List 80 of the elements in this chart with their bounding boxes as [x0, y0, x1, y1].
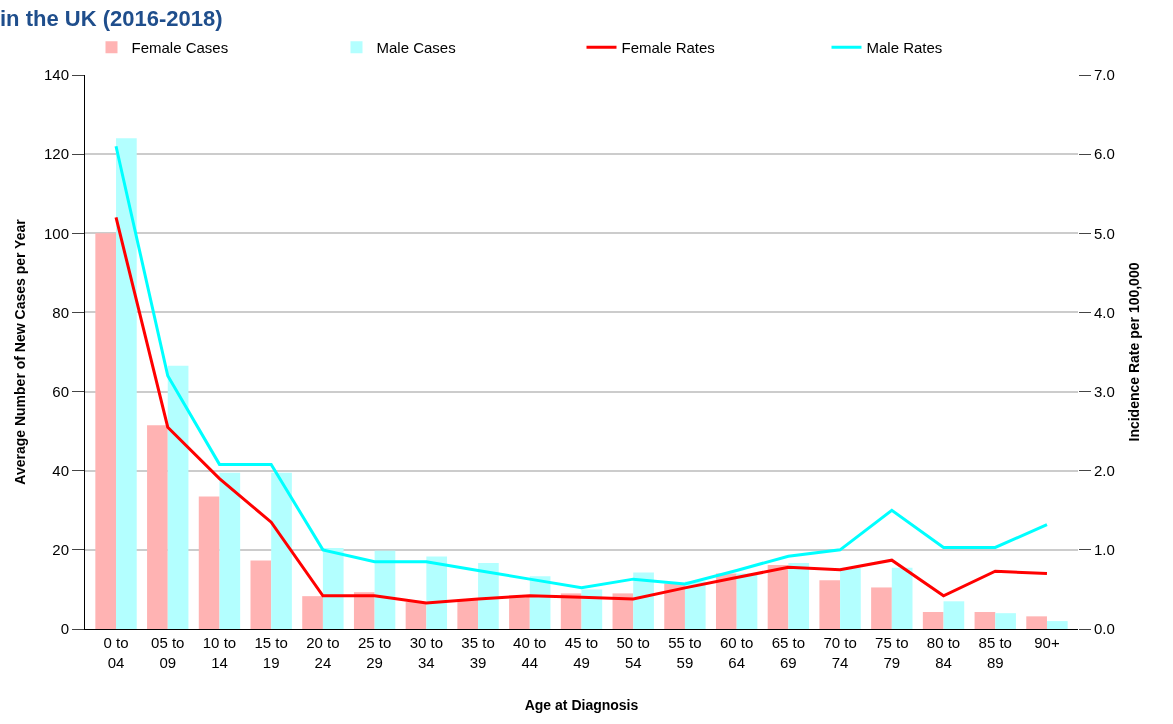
x-tick-label: 15 to 19 [254, 634, 288, 671]
chart-title: in the UK (2016-2018) [0, 6, 223, 32]
bar [1046, 621, 1068, 629]
bar [922, 611, 944, 629]
bar [612, 593, 634, 629]
x-tick-label: 50 to 54 [616, 634, 650, 671]
bar [736, 573, 758, 629]
x-tick-label: 10 to 14 [202, 634, 237, 671]
bar [322, 547, 344, 629]
x-tick-label: 25 to 29 [357, 634, 392, 671]
x-tick-label: 75 to 79 [875, 634, 909, 671]
y-tick-label: 80 [52, 303, 69, 321]
x-tick-label: 55 to 59 [668, 634, 702, 671]
y-axis-title: Average Number of New Cases per Year [11, 218, 28, 485]
x-tick-label: 65 to 69 [771, 634, 806, 671]
bar [767, 564, 789, 629]
bar [1026, 616, 1047, 629]
bar [560, 593, 582, 629]
bar [219, 472, 241, 629]
bar [457, 599, 479, 629]
x-tick-label: 60 to 64 [719, 634, 754, 671]
bar [147, 425, 168, 629]
bar [302, 596, 323, 629]
y-tick-label: 40 [52, 461, 69, 479]
bar [405, 602, 427, 629]
bar [509, 596, 530, 629]
legend-label: Female Rates [621, 39, 715, 57]
y-tick-label: 0 [60, 620, 69, 638]
bar [95, 233, 117, 629]
x-axis-title: Age at Diagnosis [524, 696, 639, 713]
bar [664, 583, 685, 629]
x-tick-label: 40 to 44 [513, 634, 547, 671]
bar [353, 592, 375, 629]
x-tick-label: 45 to 49 [564, 634, 599, 671]
bar [250, 560, 272, 629]
bar [478, 562, 499, 629]
y-tick-label: 120 [43, 145, 69, 163]
bar [198, 496, 220, 629]
legend-label: Male Rates [866, 39, 943, 57]
x-tick-label: 0 to 04 [103, 634, 129, 671]
y2-tick-label: 6.0 [1094, 145, 1115, 163]
y2-tick-label: 1.0 [1094, 541, 1115, 559]
bar [116, 138, 137, 629]
y-tick-label: 60 [52, 382, 69, 400]
bar [891, 567, 913, 629]
bar [943, 601, 965, 629]
line-series [114, 215, 1049, 605]
y2-tick-label: 5.0 [1094, 224, 1115, 242]
bar [840, 567, 861, 629]
y-tick-label: 20 [52, 541, 69, 559]
legend-label: Male Cases [376, 39, 456, 57]
x-tick-label: 80 to 84 [926, 634, 961, 671]
bar [819, 580, 841, 629]
x-tick-label: 20 to 24 [306, 634, 340, 671]
x-tick-label: 05 to 09 [151, 634, 185, 671]
x-tick-label: 30 to 34 [409, 634, 444, 671]
bar [581, 589, 603, 629]
bar [715, 573, 737, 629]
y-tick-label: 100 [43, 224, 69, 242]
bar [788, 562, 810, 629]
bar [167, 365, 189, 629]
y2-tick-label: 4.0 [1094, 303, 1115, 321]
bar [974, 611, 996, 629]
y2-axis-title: Incidence Rate per 100,000 [1126, 262, 1143, 442]
y2-tick-label: 7.0 [1094, 66, 1115, 84]
x-tick-label: 35 to 39 [461, 634, 495, 671]
y2-tick-label: 3.0 [1094, 382, 1115, 400]
y-tick-label: 140 [43, 66, 69, 84]
y2-tick-label: 0.0 [1094, 620, 1115, 638]
x-tick-label: 90+ [1034, 634, 1060, 651]
bar [426, 556, 448, 629]
bar [995, 613, 1016, 629]
y2-tick-label: 2.0 [1094, 461, 1115, 479]
bar [871, 587, 892, 629]
legend-label: Female Cases [131, 39, 229, 57]
bar [271, 472, 292, 629]
line-series [114, 144, 1049, 590]
x-tick-label: 85 to 89 [978, 634, 1012, 671]
bar [684, 581, 706, 629]
x-tick-label: 70 to 74 [823, 634, 857, 671]
